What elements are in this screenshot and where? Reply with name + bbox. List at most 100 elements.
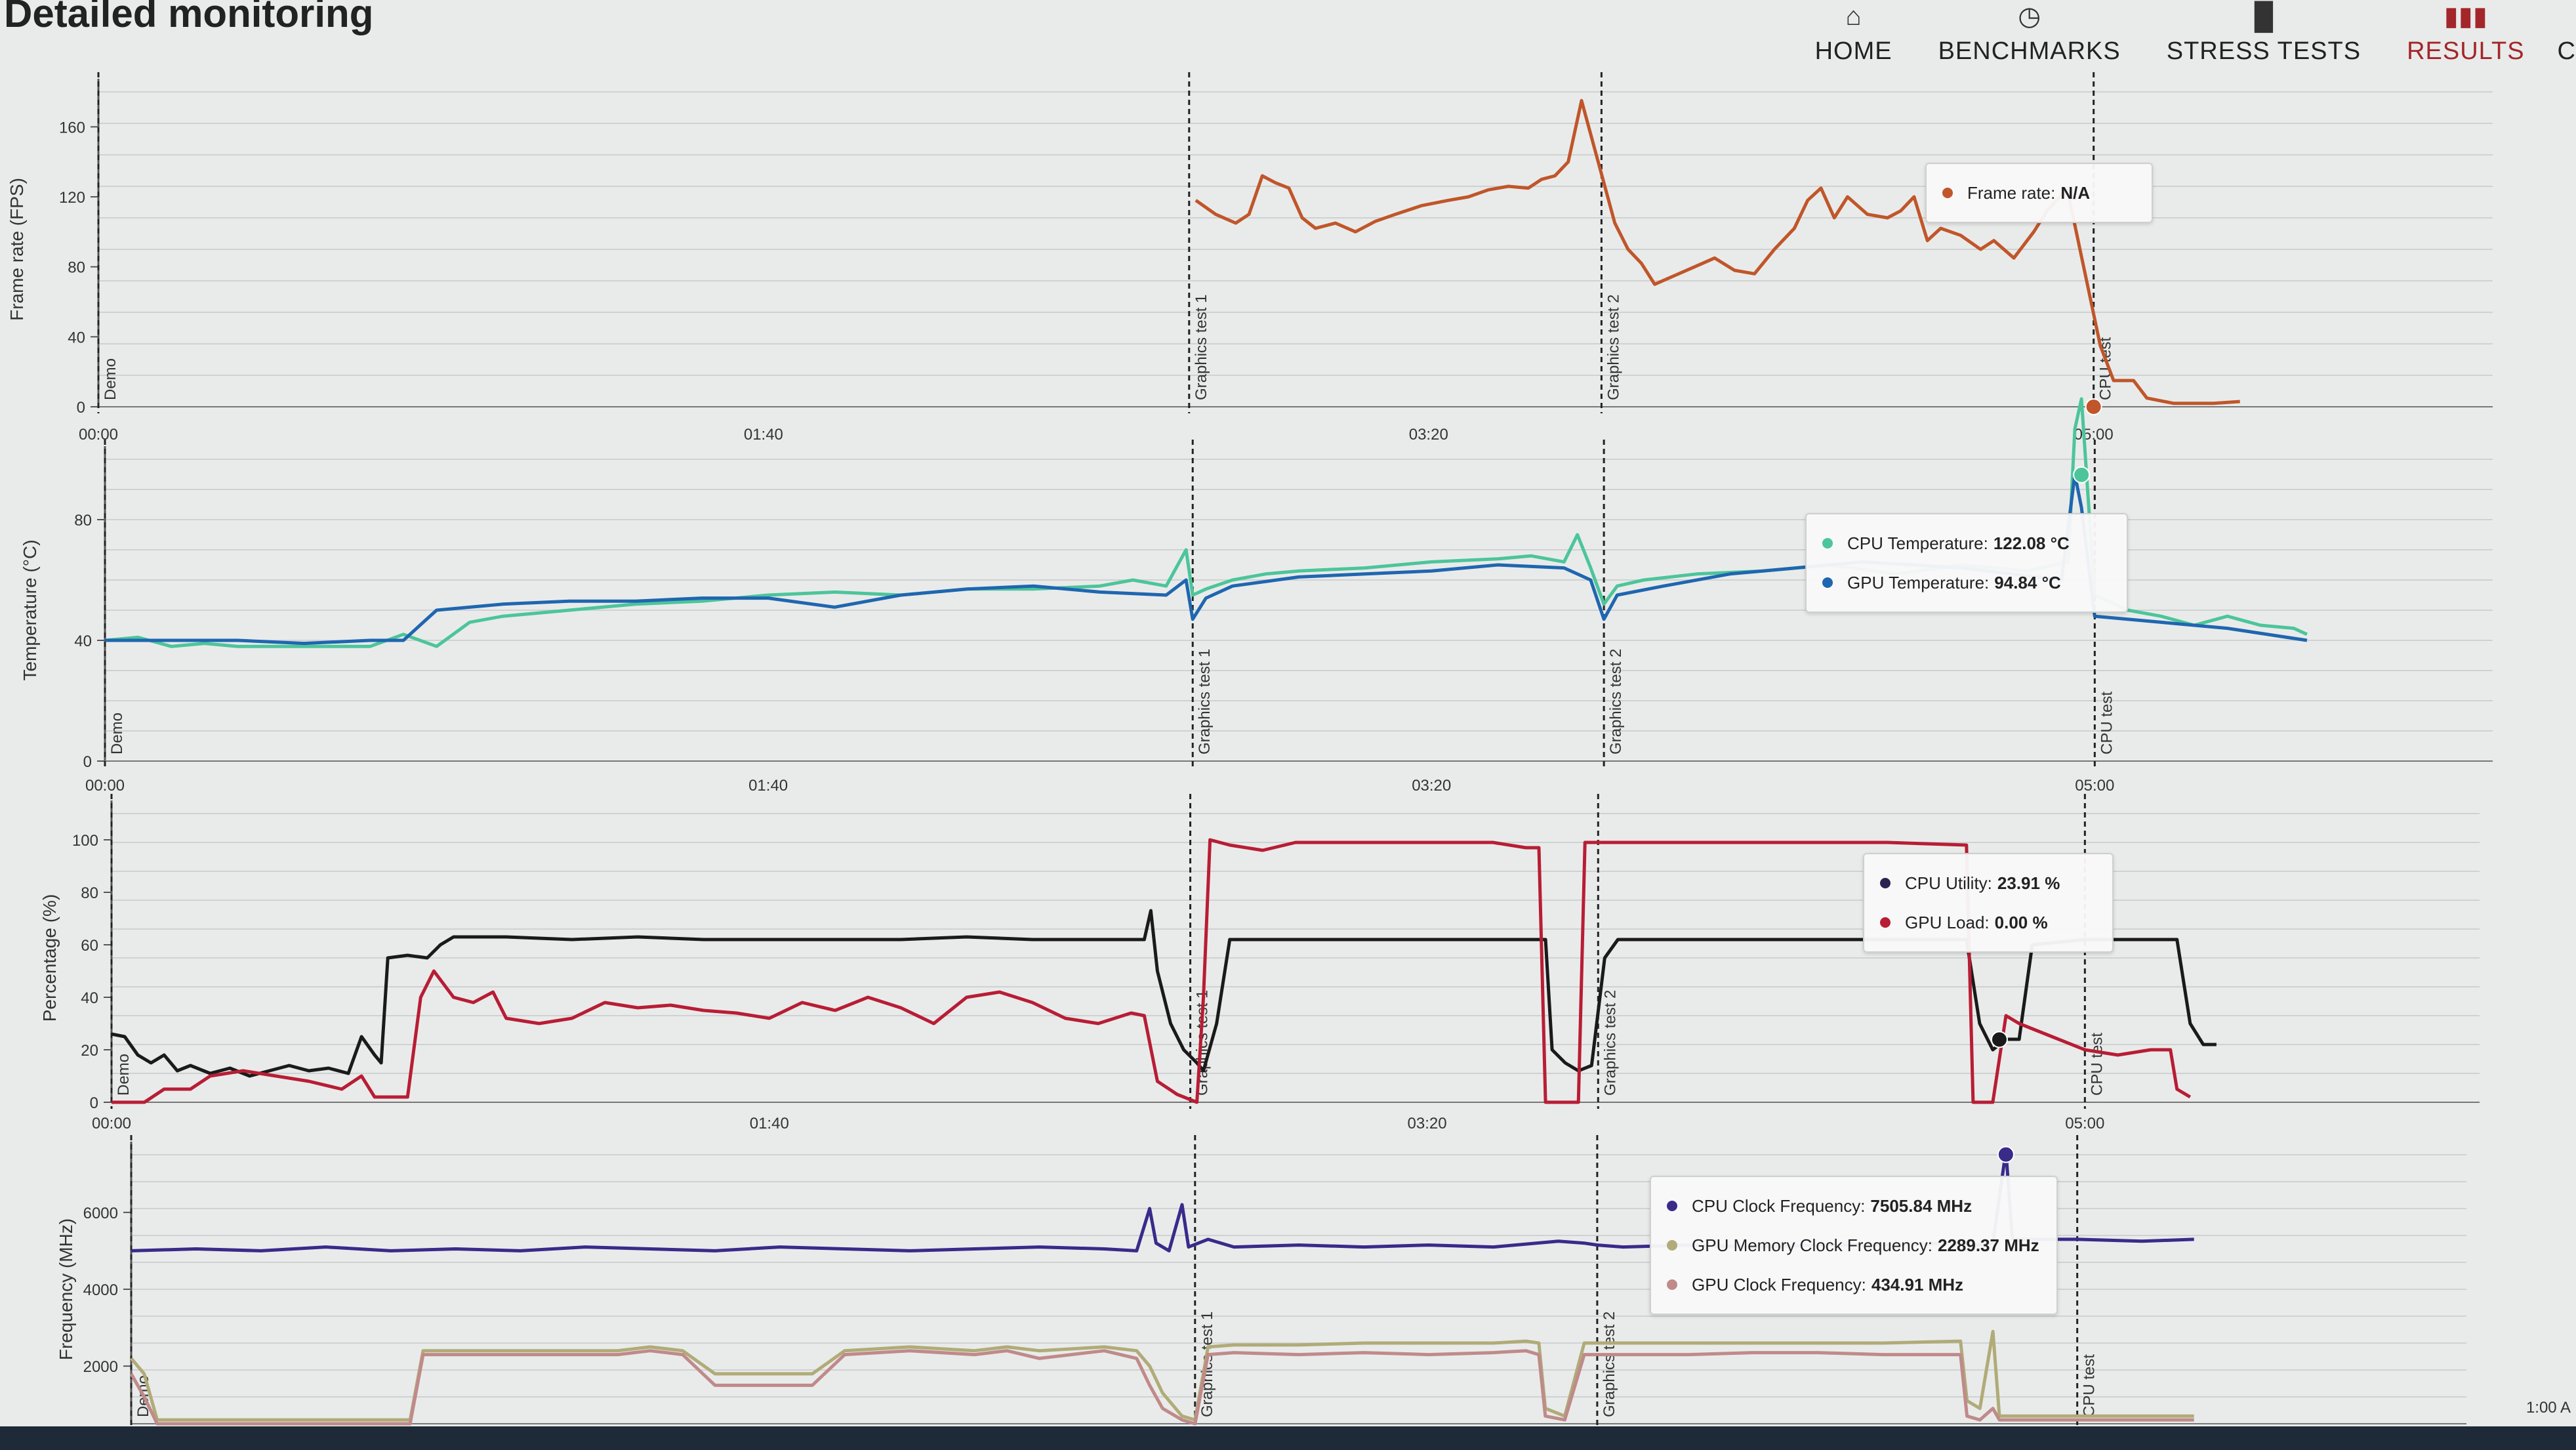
series-line [130, 1329, 2194, 1422]
tooltip-row: CPU Clock Frequency: 7505.84 MHz [1667, 1186, 2041, 1226]
y-axis-title: Percentage (%) [39, 894, 60, 1022]
tooltip-row: CPU Utility: 23.91 % [1880, 863, 2096, 903]
nav-stress-tests[interactable]: █ STRESS TESTS [2167, 3, 2361, 79]
nav-more-label: C [2557, 37, 2576, 65]
x-tick-label: 00:00 [85, 777, 125, 795]
chart-panel: 0 20 40 60 80 100 Percentage (%) 00:00 01:40 03:2… [39, 794, 2480, 1132]
series-dot-icon [1880, 878, 1891, 888]
event-marker-label: CPU test [2088, 1033, 2106, 1096]
tooltip-label: CPU Temperature: [1847, 533, 1988, 553]
nav-home-label: HOME [1814, 37, 1892, 65]
tooltip-label: GPU Clock Frequency: [1692, 1274, 1866, 1295]
y-tick-label: 6000 [83, 1205, 118, 1222]
tooltip-label: Frame rate: [1967, 182, 2056, 203]
tooltip-value: 23.91 % [1997, 873, 2060, 893]
tooltip-row: GPU Temperature: 94.84 °C [1822, 563, 2111, 602]
tooltip-value: 434.91 MHz [1871, 1274, 1964, 1295]
nav-stress-tests-label: STRESS TESTS [2166, 37, 2361, 65]
nav-benchmarks[interactable]: ◷ BENCHMARKS [1938, 3, 2121, 79]
x-tick-label: 01:40 [750, 1115, 789, 1132]
series-line [104, 397, 2308, 648]
tooltip-row: GPU Load: 0.00 % [1880, 903, 2096, 942]
x-tick-label: 00:00 [79, 426, 118, 444]
series-dot-icon [1667, 1201, 1677, 1211]
x-tick-label: 00:00 [92, 1115, 131, 1132]
x-tick-label: 03:20 [1408, 1115, 1447, 1132]
event-marker-label: Graphics test 1 [1193, 295, 1210, 400]
event-marker-label: CPU test [2098, 692, 2116, 755]
home-icon: ⌂ [1845, 2, 1862, 31]
series-dot-icon [1822, 577, 1833, 588]
x-tick-label: 05:00 [2075, 777, 2114, 795]
series-dot-icon [1822, 538, 1833, 549]
y-tick-label: 60 [81, 937, 98, 955]
y-tick-label: 0 [83, 753, 92, 771]
x-tick-label: 01:40 [744, 426, 783, 444]
tooltip-value: N/A [2060, 182, 2091, 203]
series-dot-icon [1667, 1279, 1677, 1290]
event-marker-label: Demo [108, 713, 126, 755]
tooltip-label: GPU Memory Clock Frequency: [1692, 1235, 1932, 1255]
event-marker-label: Graphics test 2 [1601, 990, 1619, 1096]
tooltip-label: CPU Utility: [1905, 873, 1992, 893]
tooltip-value: 2289.37 MHz [1937, 1235, 2039, 1255]
taskbar [0, 1426, 2576, 1450]
event-marker-label: Demo [115, 1054, 133, 1096]
y-tick-label: 40 [81, 989, 98, 1007]
y-tick-label: 80 [68, 259, 85, 277]
y-tick-label: 20 [81, 1042, 98, 1060]
y-tick-label: 80 [74, 512, 92, 529]
tooltip-value: 94.84 °C [1994, 572, 2061, 592]
x-tick-label: 01:40 [748, 777, 788, 795]
tooltip-value: 7505.84 MHz [1870, 1195, 1973, 1216]
frequency-tooltip: CPU Clock Frequency: 7505.84 MHz GPU Mem… [1650, 1176, 2058, 1315]
nav-more[interactable]: C [2558, 3, 2576, 79]
y-tick-label: 80 [81, 884, 98, 902]
y-tick-label: 2000 [83, 1358, 118, 1376]
x-tick-label: 05:00 [2074, 426, 2114, 444]
event-marker-label: CPU test [2081, 1354, 2098, 1417]
event-marker-label: Graphics test 1 [1196, 649, 1214, 755]
chart-panel: 0 40 80 120 160 Frame rate (FPS) 00:00 01:40 03:… [7, 72, 2493, 444]
y-tick-label: 120 [59, 189, 85, 207]
tooltip-row: GPU Clock Frequency: 434.91 MHz [1667, 1265, 2041, 1304]
y-axis-title: Frequency (MHz) [56, 1218, 76, 1360]
tooltip-value: 0.00 % [1994, 912, 2048, 932]
y-tick-label: 0 [77, 399, 85, 417]
tooltip-row: GPU Memory Clock Frequency: 2289.37 MHz [1667, 1226, 2041, 1265]
y-tick-label: 40 [74, 632, 92, 650]
y-axis-title: Temperature (°C) [20, 539, 40, 680]
series-line [111, 909, 2217, 1078]
nav-results[interactable]: ▮▮▮ RESULTS [2407, 3, 2524, 79]
results-icon: ▮▮▮ [2443, 2, 2487, 31]
x-tick-label: 05:00 [2065, 1115, 2104, 1132]
nav-benchmarks-label: BENCHMARKS [1938, 37, 2121, 65]
series-dot-icon [1880, 917, 1891, 928]
tooltip-label: GPU Load: [1905, 912, 1990, 932]
series-line [129, 1349, 2194, 1426]
tooltip-value: 122.08 °C [1993, 533, 2070, 553]
tooltip-label: GPU Temperature: [1847, 572, 1990, 592]
hover-point [1997, 1146, 2014, 1163]
nav-results-label: RESULTS [2407, 37, 2525, 65]
y-tick-label: 4000 [83, 1281, 118, 1299]
y-tick-label: 100 [72, 832, 98, 850]
temperature-tooltip: CPU Temperature: 122.08 °C GPU Temperatu… [1805, 513, 2128, 613]
hover-point [2085, 398, 2102, 415]
event-marker-label: Demo [102, 358, 119, 400]
tooltip-label: CPU Clock Frequency: [1692, 1195, 1866, 1216]
series-line [112, 838, 2192, 1104]
event-marker-label: Graphics test 2 [1607, 649, 1625, 755]
y-axis-title: Frame rate (FPS) [7, 178, 27, 321]
series-dot-icon [1667, 1240, 1677, 1251]
y-tick-label: 0 [90, 1094, 98, 1112]
hover-point [1990, 1031, 2008, 1048]
hover-point [2073, 466, 2091, 484]
percentage-tooltip: CPU Utility: 23.91 % GPU Load: 0.00 % [1863, 853, 2114, 953]
top-navigation: ⌂ HOME ◷ BENCHMARKS █ STRESS TESTS ▮▮▮ R… [1769, 0, 2576, 79]
nav-home[interactable]: ⌂ HOME [1815, 3, 1892, 79]
x-tick-label: 03:20 [1409, 426, 1448, 444]
frame-rate-tooltip: Frame rate: N/A [1925, 163, 2153, 223]
